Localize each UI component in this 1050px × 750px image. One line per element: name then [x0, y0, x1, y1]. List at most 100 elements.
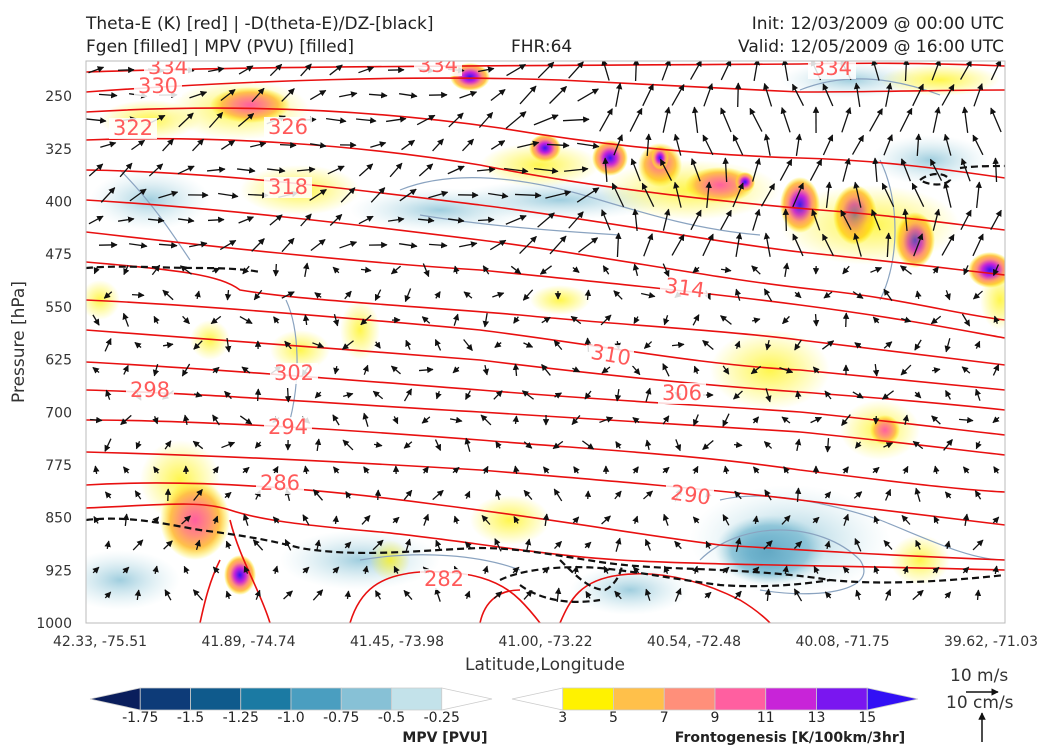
wind-vector [447, 165, 465, 175]
field-blob [529, 134, 561, 162]
wind-vector [615, 232, 622, 258]
wind-vector [362, 364, 369, 375]
wind-vector [453, 265, 460, 275]
wind-vector [310, 238, 326, 252]
field-blob [980, 270, 1005, 330]
colorbar-tick-label: -1.0 [277, 710, 304, 726]
wind-vector [372, 390, 384, 400]
wind-vector [822, 340, 835, 350]
wind-vector [795, 390, 802, 400]
wind-vector [164, 440, 172, 450]
wind-vector [941, 234, 955, 256]
wind-vector [495, 489, 502, 500]
wind-vector [392, 516, 400, 524]
wind-vector [914, 339, 922, 351]
wind-vector [842, 265, 850, 275]
wind-vector [358, 66, 375, 74]
wind-vector [182, 414, 190, 426]
wind-vector [662, 106, 671, 133]
wind-vector [662, 363, 670, 377]
wind-vector [386, 116, 407, 123]
wind-vector [992, 364, 1000, 376]
field-blob [890, 535, 950, 585]
field-blob [340, 300, 380, 360]
wind-vector [932, 208, 941, 231]
wind-vector [153, 315, 160, 324]
wind-vector [374, 289, 382, 301]
wind-vector [914, 487, 921, 502]
forecast-hour: FHR:64 [511, 37, 573, 57]
wind-vector [225, 590, 232, 599]
wind-vector [517, 140, 540, 149]
wind-vector [541, 364, 551, 376]
wind-vector [572, 266, 580, 274]
wind-vector [645, 439, 652, 451]
wind-vector [332, 466, 340, 474]
wind-vector [192, 440, 204, 450]
wind-vector [212, 466, 219, 474]
wind-vector [822, 134, 834, 156]
y-tick-label: 850 [45, 511, 72, 527]
wind-vector [312, 489, 324, 501]
wind-vector [601, 366, 611, 374]
colorbar-segment [290, 687, 342, 711]
wind-vector [732, 182, 744, 208]
wind-vector [541, 316, 551, 324]
wind-vector [432, 489, 444, 501]
wind-vector [104, 338, 112, 352]
wind-vector [703, 83, 714, 107]
wind-vector [210, 315, 222, 325]
wind-vector [122, 513, 130, 527]
wind-vector [992, 516, 1000, 524]
wind-vector [972, 233, 984, 257]
wind-vector [390, 265, 402, 275]
wind-vector [960, 158, 971, 182]
wind-vector [464, 541, 472, 549]
wind-vector [242, 466, 250, 474]
wind-vector [370, 141, 387, 148]
wind-vector [915, 539, 922, 550]
wind-vector [302, 514, 310, 526]
wind-vector [523, 441, 533, 449]
mpv-contour-line [879, 159, 896, 301]
wind-vector [300, 63, 312, 77]
wind-vector [812, 366, 820, 374]
wind-vector [393, 565, 400, 574]
wind-vector [505, 111, 527, 129]
wind-vector [103, 291, 113, 299]
wind-vector [570, 315, 582, 325]
wind-vector [824, 540, 831, 550]
wind-vector [279, 141, 297, 149]
wind-vector [662, 263, 670, 278]
wind-vector [272, 516, 280, 524]
wind-vector [242, 265, 250, 275]
wind-vector [704, 591, 712, 599]
wind-vector [872, 316, 880, 324]
wind-vector [134, 341, 142, 349]
wind-vector [662, 208, 671, 231]
wind-vector [601, 61, 610, 81]
wind-vector [423, 513, 430, 526]
wind-vector [902, 208, 909, 232]
field-blob [210, 87, 290, 123]
wind-vector [932, 566, 940, 574]
wind-vector [631, 364, 641, 376]
wind-vector [523, 590, 533, 600]
wind-vector [505, 215, 527, 225]
wind-vector [153, 466, 160, 474]
wind-vector [854, 538, 862, 552]
wind-vector [524, 538, 532, 551]
wind-vector [872, 157, 879, 183]
wind-vector [632, 263, 640, 276]
wind-vector [692, 414, 699, 427]
wind-vector [959, 61, 972, 80]
wind-vector [241, 366, 251, 374]
wind-vector [93, 465, 100, 475]
wind-vector [361, 515, 371, 525]
wind-vector [284, 387, 292, 403]
wind-vector [632, 417, 640, 424]
wind-vector [418, 366, 434, 374]
wind-vector [933, 515, 940, 524]
